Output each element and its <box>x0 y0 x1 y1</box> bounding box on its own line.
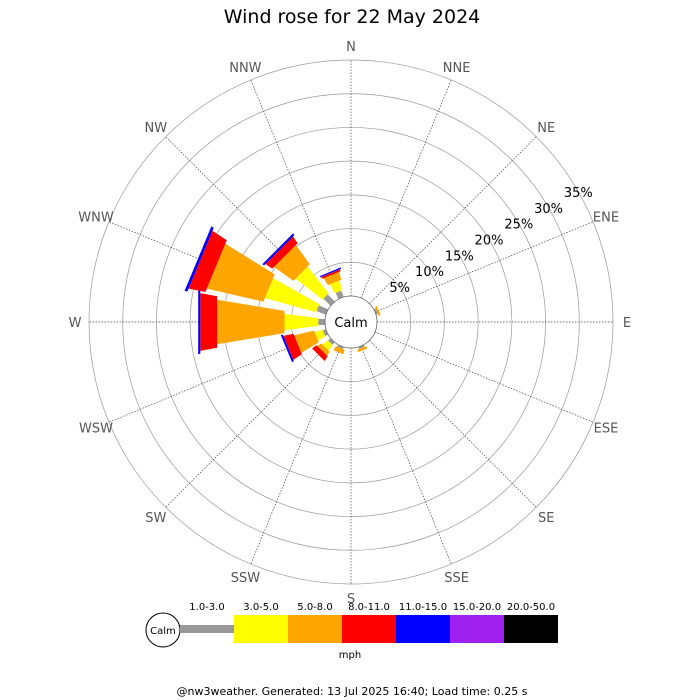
percent-labels: 5% 10%15%20%25%30%35% <box>389 186 592 296</box>
bar-w-bin-4 <box>200 293 218 351</box>
legend-label-6: 15.0-20.0 <box>453 602 501 613</box>
chart-title: Wind rose for 22 May 2024 <box>224 6 481 28</box>
bar-nnw-bin-5 <box>319 267 342 278</box>
spoke-nnw <box>250 79 342 299</box>
direction-label-ene: ENE <box>593 210 619 225</box>
bar-wsw-bin-4 <box>283 333 302 360</box>
spoke-ne <box>369 136 537 304</box>
percent-label-1: 5% <box>389 281 410 296</box>
bar-nnw-bin-3 <box>323 271 342 286</box>
bar-ssw-bin-3 <box>333 346 345 355</box>
bar-wsw-bin-3 <box>294 330 319 353</box>
bar-nw-bin-3 <box>273 244 310 281</box>
percent-label-5: 25% <box>504 218 533 233</box>
spoke-ese <box>374 331 594 423</box>
legend-label-5: 11.0-15.0 <box>399 602 447 613</box>
direction-label-e: E <box>623 316 631 331</box>
spoke-ene <box>374 221 594 313</box>
bar-ene-bin-1 <box>373 308 378 315</box>
bar-w-bin-5 <box>198 289 201 355</box>
bar-nnw-bin-2 <box>329 280 343 294</box>
legend: Calm 1.0-3.0 3.0-5.0 5.0-8.0 8.0-11.0 11.0-1… <box>145 602 558 661</box>
spoke-se <box>369 340 537 508</box>
direction-label-wnw: WNW <box>78 210 114 225</box>
calm-center: Calm <box>324 295 378 349</box>
legend-swatch-7 <box>504 615 558 643</box>
direction-label-nnw: NNW <box>229 61 261 76</box>
percent-label-4: 20% <box>475 234 504 249</box>
bar-wsw-bin-1 <box>322 329 329 336</box>
direction-label-s: S <box>347 592 355 607</box>
direction-label-sw: SW <box>145 511 166 526</box>
bar-sw-bin-4 <box>312 345 328 361</box>
bar-nw-bin-2 <box>295 266 329 300</box>
direction-label-w: W <box>69 316 82 331</box>
bar-nw-bin-5 <box>262 233 295 266</box>
percent-label-2: 10% <box>415 265 444 280</box>
percent-label-7: 35% <box>564 186 593 201</box>
bar-wnw-bin-5 <box>184 226 214 292</box>
direction-label-ese: ESE <box>594 422 619 437</box>
bar-w-bin-2 <box>284 313 319 331</box>
legend-swatch-5 <box>396 615 450 643</box>
legend-unit: mph <box>339 650 361 661</box>
bar-sse-bin-1 <box>358 344 365 349</box>
bar-ene-bin-3 <box>375 305 381 316</box>
direction-labels: N NNE NE ENE E ESE SE SSE S SSW SW WSW W WNW NW NNW <box>69 40 632 607</box>
calm-label: Calm <box>334 316 367 331</box>
bar-wnw-bin-4 <box>188 230 227 292</box>
legend-swatch-4 <box>342 615 396 643</box>
grid-ring-4 <box>189 160 513 484</box>
legend-label-2: 3.0-5.0 <box>243 602 278 613</box>
bar-sw-bin-1 <box>328 338 335 345</box>
bar-nnw-bin-4 <box>321 269 341 279</box>
spoke-ssw <box>250 345 342 565</box>
spoke-sw <box>165 340 333 508</box>
footer-text: @nw3weather. Generated: 13 Jul 2025 16:4… <box>177 685 528 698</box>
bar-ssw-bin-1 <box>337 344 344 349</box>
legend-swatch-2 <box>234 615 288 643</box>
bar-nnw-bin-1 <box>335 290 344 300</box>
bar-nw-bin-1 <box>323 294 335 306</box>
bar-sse-bin-3 <box>357 346 368 353</box>
spoke-nne <box>360 79 452 299</box>
bar-wnw-bin-2 <box>264 278 320 313</box>
bar-w-bin-3 <box>217 299 285 345</box>
spoke-sse <box>360 345 452 565</box>
direction-label-n: N <box>346 40 356 55</box>
direction-label-ne: NE <box>537 121 555 136</box>
legend-label-3: 5.0-8.0 <box>297 602 332 613</box>
legend-swatch-3 <box>288 615 342 643</box>
legend-swatch-1 <box>180 625 234 633</box>
bar-wnw-bin-3 <box>206 243 275 302</box>
bar-sw-bin-2 <box>322 340 333 351</box>
direction-label-nne: NNE <box>443 61 471 76</box>
legend-swatch-6 <box>450 615 504 643</box>
legend-label-1: 1.0-3.0 <box>189 602 224 613</box>
legend-calm-label: Calm <box>150 626 176 637</box>
bar-wsw-bin-2 <box>314 329 326 341</box>
direction-label-sse: SSE <box>444 571 469 586</box>
percent-label-3: 15% <box>445 249 474 264</box>
percent-label-6: 30% <box>534 202 563 217</box>
calm-circle <box>324 295 378 349</box>
legend-label-4: 8.0-11.0 <box>348 602 390 613</box>
direction-label-ssw: SSW <box>231 571 261 586</box>
bar-wsw-bin-5 <box>280 334 294 363</box>
bar-nw-bin-4 <box>265 236 298 269</box>
bar-sw-bin-3 <box>317 343 330 356</box>
direction-label-wsw: WSW <box>79 422 113 437</box>
grid-ring-7 <box>88 59 614 585</box>
bar-w-bin-1 <box>318 319 325 325</box>
wind-bars <box>184 226 381 363</box>
legend-label-7: 20.0-50.0 <box>507 602 555 613</box>
bar-wnw-bin-1 <box>316 305 329 315</box>
direction-label-nw: NW <box>145 121 168 136</box>
direction-label-se: SE <box>538 511 554 526</box>
